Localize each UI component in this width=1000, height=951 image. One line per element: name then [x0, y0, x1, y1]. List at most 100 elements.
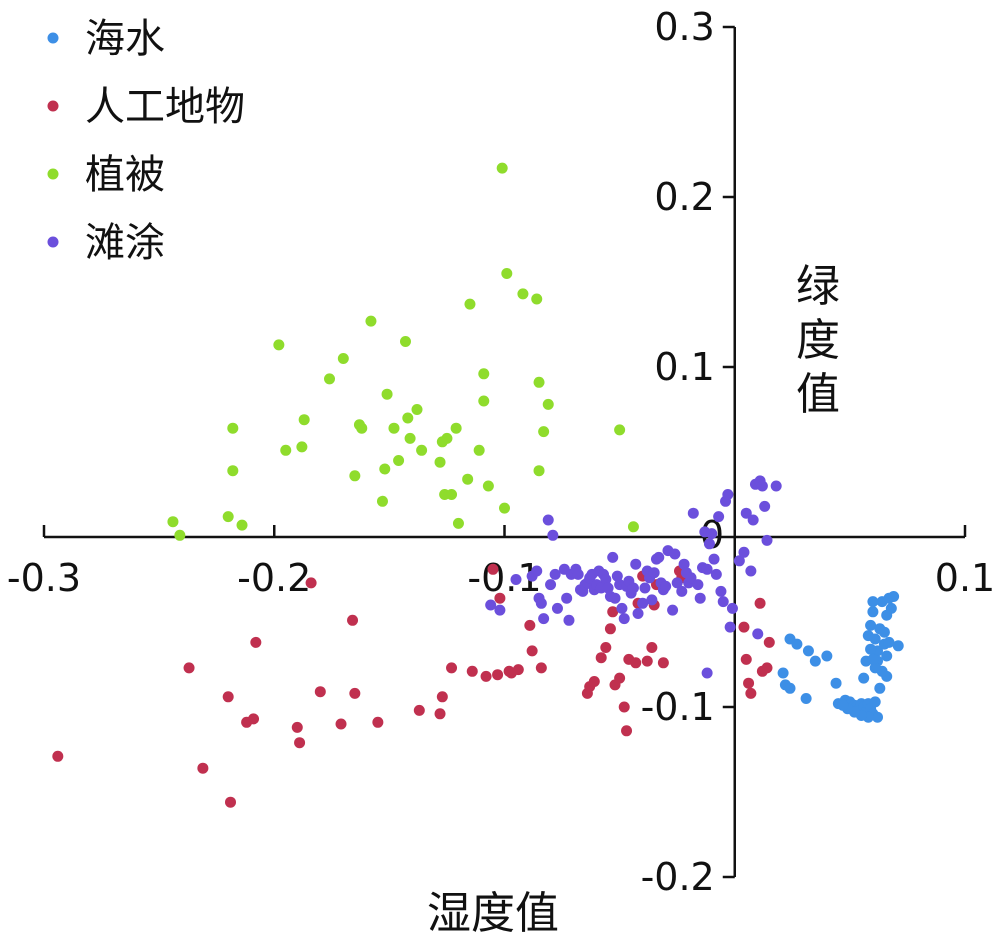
legend-marker [47, 32, 59, 44]
data-point [349, 687, 361, 699]
data-point [867, 606, 879, 618]
data-point [701, 563, 713, 575]
data-point [335, 718, 347, 730]
data-point [542, 514, 554, 526]
data-point [305, 577, 317, 589]
legend-marker [47, 100, 59, 112]
data-point [379, 463, 391, 475]
data-point [462, 473, 474, 485]
data-point [222, 691, 234, 703]
data-point [337, 353, 349, 364]
data-point [595, 652, 607, 664]
data-point [745, 565, 757, 577]
data-point [883, 636, 895, 648]
data-point [441, 432, 453, 444]
data-point [676, 585, 688, 597]
data-point [687, 507, 699, 519]
data-point [777, 667, 789, 679]
data-point [717, 596, 729, 608]
data-point [531, 565, 543, 577]
axes [44, 27, 965, 877]
data-point [356, 422, 368, 434]
data-point [524, 619, 536, 631]
data-point [761, 662, 773, 674]
data-point [501, 268, 513, 279]
data-point [630, 657, 642, 669]
data-point [878, 626, 890, 638]
data-point [743, 677, 755, 689]
data-point [614, 424, 626, 436]
legend-label: 植被 [85, 152, 165, 198]
y-tick-label: 0.1 [654, 345, 714, 389]
y-axis-title-char-3: 值 [796, 369, 840, 420]
data-point [616, 602, 628, 614]
data-point [701, 667, 713, 679]
data-point [809, 655, 821, 667]
data-point [858, 672, 870, 684]
data-point [669, 548, 681, 560]
data-point [802, 645, 814, 657]
legend-label: 人工地物 [85, 84, 245, 130]
data-point [759, 500, 771, 512]
data-point [572, 568, 584, 580]
data-point [791, 638, 803, 650]
data-point [639, 582, 651, 594]
data-point [482, 480, 494, 492]
data-point [740, 507, 752, 519]
data-point [604, 623, 616, 635]
data-point [740, 653, 752, 665]
data-point [280, 444, 292, 456]
data-point [708, 553, 720, 565]
data-point [600, 574, 612, 585]
legend-marker [47, 236, 59, 248]
data-point [657, 657, 669, 669]
data-point [296, 441, 308, 453]
data-points [52, 162, 904, 808]
data-point [694, 592, 706, 604]
data-point [632, 608, 644, 619]
data-point [466, 665, 478, 677]
data-point [561, 592, 573, 604]
data-point [446, 662, 458, 674]
data-point [869, 662, 881, 674]
data-point [464, 298, 476, 310]
data-point [646, 642, 658, 653]
data-point [452, 517, 464, 529]
data-point [888, 591, 900, 602]
data-point [865, 619, 877, 631]
data-point [517, 288, 529, 300]
data-point [533, 465, 545, 477]
data-point [738, 621, 750, 633]
data-point [197, 762, 209, 774]
data-point [892, 640, 904, 652]
data-point [710, 568, 722, 580]
data-point [551, 602, 563, 614]
data-point [531, 293, 543, 305]
data-point [563, 614, 575, 626]
y-tick-label: 0.2 [654, 175, 714, 219]
data-point [627, 582, 639, 594]
data-point [450, 422, 462, 434]
data-point [872, 711, 884, 723]
data-point [614, 672, 626, 684]
data-point [512, 664, 524, 676]
data-point [413, 704, 425, 716]
data-point [713, 511, 725, 523]
y-axis-title-char-2: 度 [796, 315, 840, 366]
data-point [227, 465, 239, 477]
data-point [349, 470, 361, 482]
data-point [611, 570, 623, 582]
data-point [703, 538, 715, 550]
data-point [738, 546, 750, 558]
data-point [715, 585, 727, 597]
data-point [174, 529, 186, 541]
data-point [588, 676, 600, 687]
data-point [372, 716, 384, 728]
data-point [533, 376, 545, 388]
data-point [347, 614, 359, 626]
data-point [496, 162, 508, 174]
data-point [411, 404, 423, 415]
data-point [618, 701, 630, 713]
data-point [869, 633, 881, 645]
data-point [494, 592, 506, 604]
